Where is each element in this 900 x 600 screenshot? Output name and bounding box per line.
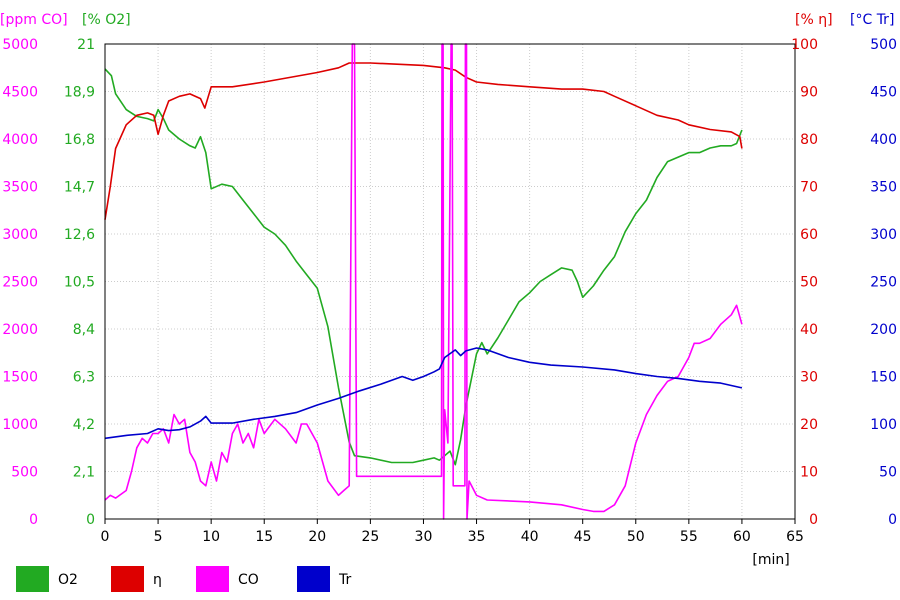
eta-axis-tick-label: 100 [791,37,818,53]
legend-swatch [196,566,229,592]
x-tick-label: 20 [308,529,326,545]
x-tick-label: 10 [202,529,220,545]
plot-area-border [104,43,796,520]
x-tick-label: 45 [574,529,592,545]
x-tick-label: 35 [468,529,486,545]
chart-legend: O2 η CO Tr [16,566,351,592]
series-line-co [104,43,743,520]
legend-label: CO [238,572,259,588]
chart-series [104,43,743,520]
eta-axis-tick-label: 0 [809,512,818,528]
x-tick-label: 5 [154,529,163,545]
x-tick-label: 30 [415,529,433,545]
tr-axis-tick-label: 200 [870,322,897,338]
x-tick-label: 60 [733,529,751,545]
series-line-tr [104,347,743,440]
tr-axis-title: [°C Tr] [850,12,894,28]
co-axis-tick-label: 1500 [2,370,38,386]
tr-axis-tick-label: 500 [870,37,897,53]
o2-axis-tick-label: 4,2 [73,417,95,433]
legend-swatch [16,566,49,592]
legend-swatch [111,566,144,592]
eta-axis-tick-label: 80 [800,132,818,148]
o2-axis-tick-label: 2,1 [73,465,95,481]
co-axis-tick-label: 4500 [2,85,38,101]
x-tick-label: 40 [521,529,539,545]
o2-axis-tick-label: 16,8 [64,132,95,148]
eta-axis-tick-label: 40 [800,322,818,338]
tr-axis-tick-label: 250 [870,275,897,291]
co-axis-tick-label: 500 [11,465,38,481]
legend-label: η [153,572,162,588]
legend-label: Tr [338,572,351,588]
series-line-eta [104,62,743,220]
tr-axis-tick-label: 50 [879,465,897,481]
co-axis-tick-label: 2000 [2,322,38,338]
eta-axis-tick-label: 10 [800,465,818,481]
co-axis-tick-label: 5000 [2,37,38,53]
tr-axis-tick-label: 150 [870,370,897,386]
co-axis-title: [ppm CO] [0,12,68,28]
tr-axis-tick-label: 350 [870,180,897,196]
x-tick-label: 55 [680,529,698,545]
eta-axis-tick-label: 50 [800,275,818,291]
co-axis-tick-label: 1000 [2,417,38,433]
tr-axis-tick-label: 450 [870,85,897,101]
tr-axis-tick-label: 400 [870,132,897,148]
o2-axis-tick-label: 14,7 [64,180,95,196]
o2-axis-tick-label: 12,6 [64,227,95,243]
eta-axis-tick-label: 30 [800,370,818,386]
o2-axis-tick-label: 0 [86,512,95,528]
x-tick-label: 65 [786,529,804,545]
o2-axis-tick-label: 10,5 [64,275,95,291]
tr-axis-tick-label: 300 [870,227,897,243]
tr-axis-tick-label: 100 [870,417,897,433]
eta-axis-tick-label: 90 [800,85,818,101]
o2-axis-tick-label: 6,3 [73,370,95,386]
legend-swatch [297,566,330,592]
x-unit-label: [min] [752,552,789,568]
series-line-o2 [104,68,743,466]
co-axis-tick-label: 4000 [2,132,38,148]
eta-axis-tick-label: 70 [800,180,818,196]
chart-frame [104,43,796,520]
chart-axes: 0 5 10 15 20 25 30 35 40 45 50 55 60 65[min]050010001… [0,12,897,568]
co-axis-tick-label: 3000 [2,227,38,243]
x-tick-label: 15 [255,529,273,545]
o2-axis-tick-label: 8,4 [73,322,95,338]
tr-axis-tick-label: 0 [888,512,897,528]
o2-axis-tick-label: 21 [77,37,95,53]
o2-axis-tick-label: 18,9 [64,85,95,101]
eta-axis-tick-label: 60 [800,227,818,243]
co-axis-tick-label: 2500 [2,275,38,291]
eta-axis-title: [% η] [795,12,833,28]
eta-axis-tick-label: 20 [800,417,818,433]
co-axis-tick-label: 0 [29,512,38,528]
x-tick-label: 50 [627,529,645,545]
x-tick-label: 0 [101,529,110,545]
o2-axis-title: [% O2] [82,12,131,28]
legend-label: O2 [58,572,78,588]
co-axis-tick-label: 3500 [2,180,38,196]
x-tick-label: 25 [361,529,379,545]
